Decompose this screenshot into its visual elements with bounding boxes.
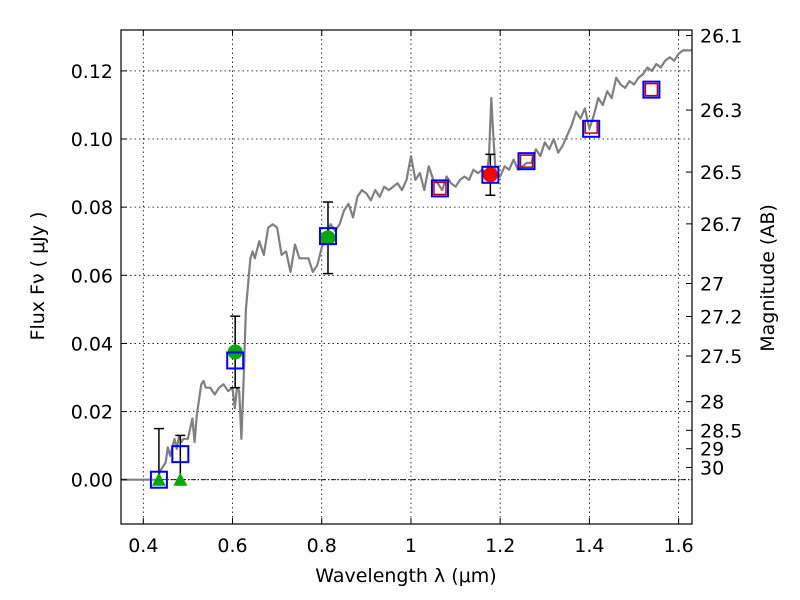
hst-detection-point (320, 230, 336, 246)
y-axis-label: Flux Fν ( μJy ) (27, 212, 49, 341)
x-tick-label: 0.4 (128, 535, 158, 557)
plot-frame-group (120, 29, 693, 525)
ticks-group: 0.4 0.6 0.8 1 1.2 1.4 1.6 0.00 0.02 0.04 0.06 0.08 0… (71, 25, 743, 557)
mag-tick-label: 28.5 (700, 420, 742, 442)
model-photometry-square (582, 119, 601, 138)
grid (121, 30, 692, 524)
spectrum-group (121, 49, 692, 481)
plot-frame (120, 29, 693, 525)
y-tick-label: 0.00 (71, 470, 113, 492)
mag-tick-label: 27 (700, 273, 724, 295)
model-photometry-square (481, 165, 500, 184)
y-tick-label: 0.12 (71, 61, 113, 83)
x-tick-label: 1 (405, 535, 417, 557)
mag-tick-label: 27.5 (700, 346, 742, 368)
mag-tick-label: 29 (700, 439, 724, 461)
model-photometry-square (517, 152, 536, 171)
model-photometry-square (430, 179, 449, 198)
mag-tick-label: 28 (700, 392, 724, 414)
x-tick-label: 1.4 (574, 535, 604, 557)
y-tick-label: 0.02 (71, 402, 113, 424)
y2-axis-label: Magnitude (AB) (757, 204, 779, 352)
mag-tick-label: 26.3 (700, 100, 742, 122)
x-tick-label: 1.2 (485, 535, 515, 557)
x-tick-label: 0.8 (307, 535, 337, 557)
model-photometry-square (171, 445, 190, 464)
mag-tick-label: 26.7 (700, 214, 742, 236)
model-photometry-square (642, 80, 661, 99)
model-photometry-square (318, 227, 337, 246)
model-photometry-square (226, 351, 245, 370)
y-tick-label: 0.08 (71, 197, 113, 219)
mag-tick-label: 26.5 (700, 162, 742, 184)
x-axis-label: Wavelength λ (μm) (315, 565, 496, 587)
y-tick-label: 0.10 (71, 129, 113, 151)
synthetic-photometry-square (519, 154, 534, 168)
upper-limit-triangle (173, 472, 188, 486)
model-spectrum-line (121, 49, 692, 481)
y-tick-label: 0.04 (71, 333, 113, 355)
model-photometry-square (149, 470, 168, 489)
synthetic-photometry-square (644, 82, 659, 97)
x-tick-label: 0.6 (217, 535, 247, 557)
synthetic-photometry-square (433, 181, 447, 196)
mag-tick-label: 30 (700, 457, 724, 479)
x-tick-label: 1.6 (664, 535, 694, 557)
mag-tick-label: 27.2 (700, 307, 742, 329)
y-tick-label: 0.06 (71, 265, 113, 287)
upper-limit-triangle (151, 472, 166, 486)
mag-tick-label: 26.1 (700, 25, 742, 47)
wfc3-detection-point (482, 167, 498, 183)
markers-group (149, 80, 661, 489)
